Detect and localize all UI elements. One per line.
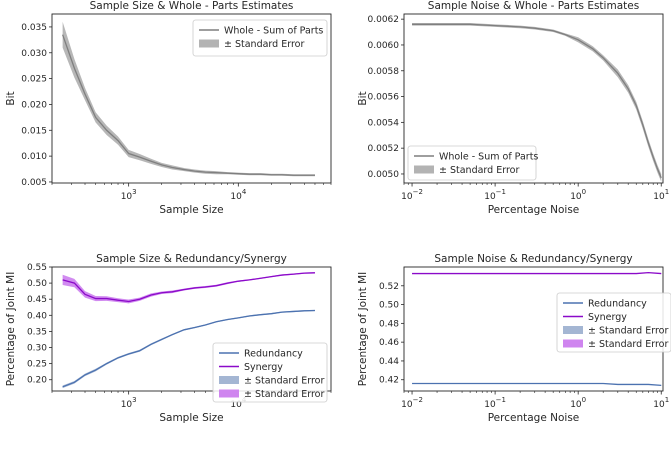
series-line xyxy=(412,382,662,387)
y-tick-label: 0.0052 xyxy=(368,144,400,154)
x-tick-label: 10−1 xyxy=(484,188,506,202)
y-tick-label: 0.30 xyxy=(27,344,47,354)
x-tick-label: 103 xyxy=(121,188,137,202)
legend-label: Synergy xyxy=(588,312,627,323)
y-tick-label: 0.42 xyxy=(379,376,399,386)
legend-box xyxy=(212,342,328,403)
y-tick-label: 0.0058 xyxy=(368,67,400,77)
y-tick-label: 0.46 xyxy=(379,338,399,348)
y-tick-label: 0.48 xyxy=(379,319,399,329)
legend: Redundancy Synergy ± Standard Error ± Stand… xyxy=(556,292,671,353)
legend-label: ± Standard Error xyxy=(244,376,324,387)
x-tick-label: 100 xyxy=(570,396,586,410)
y-tick-label: 0.010 xyxy=(21,152,47,162)
legend-label: Redundancy xyxy=(588,299,647,310)
y-tick-label: 0.0054 xyxy=(368,118,400,128)
x-axis-label: Percentage Noise xyxy=(488,412,580,424)
plot-area xyxy=(62,272,315,389)
y-tick-label: 0.45 xyxy=(27,295,47,305)
y-tick-label: 0.0062 xyxy=(368,15,400,25)
axes-frame xyxy=(51,13,332,184)
x-axis-label: Sample Size xyxy=(159,412,223,424)
chart-title: Sample Size & Redundancy/Synergy xyxy=(96,253,287,265)
legend-box xyxy=(192,19,328,57)
legend-band-swatch xyxy=(219,389,239,398)
chart-panel-3: Sample Size & Redundancy/Synergy 0.20 0.25… xyxy=(5,253,332,424)
axes-frame xyxy=(51,266,332,392)
legend-label: ± Standard Error xyxy=(244,389,324,400)
x-tick-label: 10−2 xyxy=(401,396,423,410)
x-tick-label: 101 xyxy=(653,396,669,410)
legend-label: ± Standard Error xyxy=(224,39,304,50)
legend-band-swatch xyxy=(563,339,583,348)
chart-title: Sample Noise & Redundancy/Synergy xyxy=(434,253,632,265)
y-tick-label: 0.35 xyxy=(27,327,47,337)
legend-band-swatch xyxy=(414,165,434,174)
legend-box xyxy=(407,145,537,181)
x-tick-label: 100 xyxy=(570,188,586,202)
series-line xyxy=(412,271,662,275)
y-tick-label: 0.40 xyxy=(27,311,47,321)
x-tick-label: 10−1 xyxy=(484,396,506,410)
y-tick-label: 0.50 xyxy=(27,279,47,289)
y-tick-label: 0.20 xyxy=(27,376,47,386)
chart-title: Sample Noise & Whole - Parts Estimates xyxy=(428,0,639,12)
x-tick-label: 10−2 xyxy=(401,188,423,202)
y-tick-label: 0.52 xyxy=(379,282,399,292)
series-line xyxy=(62,34,315,176)
legend-band-swatch xyxy=(219,376,239,384)
y-tick-label: 0.50 xyxy=(379,301,399,311)
legend-label: Redundancy xyxy=(244,349,303,360)
plot-area xyxy=(62,21,315,177)
legend-box xyxy=(556,292,671,353)
chart-panel-4: Sample Noise & Redundancy/Synergy 0.42 0.4… xyxy=(357,253,671,424)
x-tick-label: 104 xyxy=(230,188,246,202)
chart-title: Sample Size & Whole - Parts Estimates xyxy=(90,0,294,12)
y-axis-label: Percentage of Joint MI xyxy=(357,272,369,387)
y-tick-label: 0.55 xyxy=(27,263,47,273)
legend-label: Whole - Sum of Parts xyxy=(224,26,323,37)
y-tick-label: 0.030 xyxy=(21,49,47,59)
legend-band-swatch xyxy=(563,326,583,334)
series-line xyxy=(62,309,315,388)
legend: Whole - Sum of Parts ± Standard Error xyxy=(192,19,328,57)
y-tick-label: 0.0050 xyxy=(368,170,400,180)
legend: Whole - Sum of Parts ± Standard Error xyxy=(407,145,538,181)
y-tick-label: 0.44 xyxy=(379,357,399,367)
y-tick-label: 0.005 xyxy=(21,178,47,188)
y-tick-label: 0.25 xyxy=(27,360,47,370)
y-tick-label: 0.025 xyxy=(21,75,47,85)
axes-frame xyxy=(403,13,664,184)
legend: Redundancy Synergy ± Standard Error ± Stand… xyxy=(212,342,328,403)
legend-label: Whole - Sum of Parts xyxy=(439,152,538,163)
y-tick-label: 0.0060 xyxy=(368,41,400,51)
legend-label: Synergy xyxy=(244,362,283,373)
y-tick-label: 0.015 xyxy=(21,126,47,136)
plot-area xyxy=(412,271,662,387)
x-axis-label: Sample Size xyxy=(159,204,223,216)
chart-panel-1: Sample Size & Whole - Parts Estimates 0.0… xyxy=(5,0,332,216)
y-tick-label: 0.020 xyxy=(21,100,47,110)
series-line xyxy=(412,23,662,179)
y-axis-label: Bit xyxy=(357,91,369,105)
series-line xyxy=(62,272,315,303)
x-axis-label: Percentage Noise xyxy=(488,204,580,216)
legend-label: ± Standard Error xyxy=(588,339,668,350)
y-axis-label: Percentage of Joint MI xyxy=(5,272,17,387)
x-tick-label: 101 xyxy=(653,188,669,202)
x-tick-label: 103 xyxy=(121,396,137,410)
y-tick-label: 0.0056 xyxy=(368,93,400,103)
legend-label: ± Standard Error xyxy=(439,165,519,176)
y-tick-label: 0.035 xyxy=(21,23,47,33)
legend-band-swatch xyxy=(199,39,219,48)
chart-panel-2: Sample Noise & Whole - Parts Estimates 0.… xyxy=(357,0,669,216)
y-axis-label: Bit xyxy=(5,91,17,105)
plot-area xyxy=(412,23,662,182)
legend-label: ± Standard Error xyxy=(588,326,668,337)
